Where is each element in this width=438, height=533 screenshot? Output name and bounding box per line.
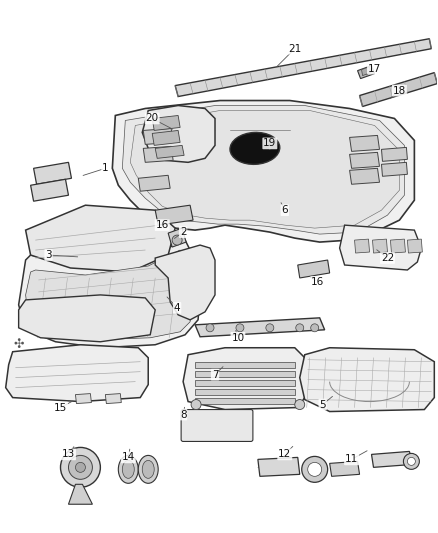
Circle shape xyxy=(191,400,201,409)
Ellipse shape xyxy=(118,455,138,483)
Ellipse shape xyxy=(142,461,154,478)
Polygon shape xyxy=(195,318,325,337)
Polygon shape xyxy=(68,484,92,504)
Circle shape xyxy=(60,447,100,487)
Polygon shape xyxy=(381,163,407,176)
Polygon shape xyxy=(6,345,148,401)
Polygon shape xyxy=(183,348,305,409)
FancyBboxPatch shape xyxy=(181,409,253,441)
Text: 6: 6 xyxy=(282,205,288,215)
Text: 21: 21 xyxy=(288,44,301,54)
Polygon shape xyxy=(300,348,434,411)
Text: 1: 1 xyxy=(102,163,109,173)
Polygon shape xyxy=(350,135,379,151)
Polygon shape xyxy=(143,128,173,144)
Circle shape xyxy=(236,324,244,332)
Polygon shape xyxy=(138,175,170,191)
Polygon shape xyxy=(407,239,422,253)
Polygon shape xyxy=(361,67,371,76)
Ellipse shape xyxy=(138,455,158,483)
Text: 2: 2 xyxy=(180,227,187,237)
Circle shape xyxy=(266,324,274,332)
Polygon shape xyxy=(122,106,404,234)
Text: 4: 4 xyxy=(174,303,180,313)
Polygon shape xyxy=(130,110,399,228)
Polygon shape xyxy=(168,228,186,247)
Polygon shape xyxy=(357,66,374,78)
Text: 17: 17 xyxy=(368,63,381,74)
Polygon shape xyxy=(195,379,295,385)
Polygon shape xyxy=(339,225,421,270)
Polygon shape xyxy=(152,116,180,131)
Polygon shape xyxy=(195,398,295,403)
Text: 18: 18 xyxy=(393,86,406,95)
Text: 15: 15 xyxy=(54,402,67,413)
Circle shape xyxy=(407,457,415,465)
Polygon shape xyxy=(195,370,295,377)
Polygon shape xyxy=(195,389,295,394)
Polygon shape xyxy=(25,250,192,340)
Circle shape xyxy=(311,324,319,332)
Circle shape xyxy=(302,456,328,482)
Circle shape xyxy=(75,462,85,472)
Circle shape xyxy=(403,454,419,470)
Text: 7: 7 xyxy=(212,370,218,379)
Ellipse shape xyxy=(122,461,134,478)
Polygon shape xyxy=(152,131,180,146)
Polygon shape xyxy=(25,205,175,272)
Polygon shape xyxy=(298,260,330,278)
Polygon shape xyxy=(258,457,300,477)
Polygon shape xyxy=(350,152,379,168)
Text: ✣: ✣ xyxy=(14,338,24,351)
Circle shape xyxy=(296,324,304,332)
Text: 20: 20 xyxy=(146,114,159,124)
Polygon shape xyxy=(155,146,184,158)
Text: 10: 10 xyxy=(231,333,244,343)
Polygon shape xyxy=(330,462,360,477)
Ellipse shape xyxy=(230,132,280,164)
Polygon shape xyxy=(106,393,121,403)
Polygon shape xyxy=(175,39,431,96)
Circle shape xyxy=(308,462,321,477)
Circle shape xyxy=(295,400,305,409)
Polygon shape xyxy=(372,239,388,253)
Circle shape xyxy=(172,235,182,245)
Text: 16: 16 xyxy=(311,277,324,287)
Polygon shape xyxy=(75,393,92,403)
Polygon shape xyxy=(155,245,215,320)
Polygon shape xyxy=(390,239,406,253)
Polygon shape xyxy=(142,106,215,163)
Polygon shape xyxy=(143,147,173,163)
Polygon shape xyxy=(112,101,414,242)
Polygon shape xyxy=(360,72,437,107)
Text: 11: 11 xyxy=(345,455,358,464)
Polygon shape xyxy=(31,179,68,201)
Text: 19: 19 xyxy=(263,139,276,148)
Text: 8: 8 xyxy=(180,409,187,419)
Text: 16: 16 xyxy=(155,220,169,230)
Polygon shape xyxy=(355,239,370,253)
Polygon shape xyxy=(34,163,71,184)
Polygon shape xyxy=(155,205,193,225)
Circle shape xyxy=(206,324,214,332)
Polygon shape xyxy=(19,295,155,342)
Polygon shape xyxy=(350,168,379,184)
Text: 5: 5 xyxy=(319,400,326,409)
Text: 12: 12 xyxy=(278,449,291,459)
Polygon shape xyxy=(195,362,295,368)
Polygon shape xyxy=(371,451,413,467)
Circle shape xyxy=(68,455,92,479)
Text: 13: 13 xyxy=(62,449,75,459)
Polygon shape xyxy=(19,240,200,348)
Text: 22: 22 xyxy=(381,253,394,263)
Polygon shape xyxy=(381,148,407,161)
Text: 3: 3 xyxy=(45,250,52,260)
Text: 14: 14 xyxy=(122,453,135,463)
